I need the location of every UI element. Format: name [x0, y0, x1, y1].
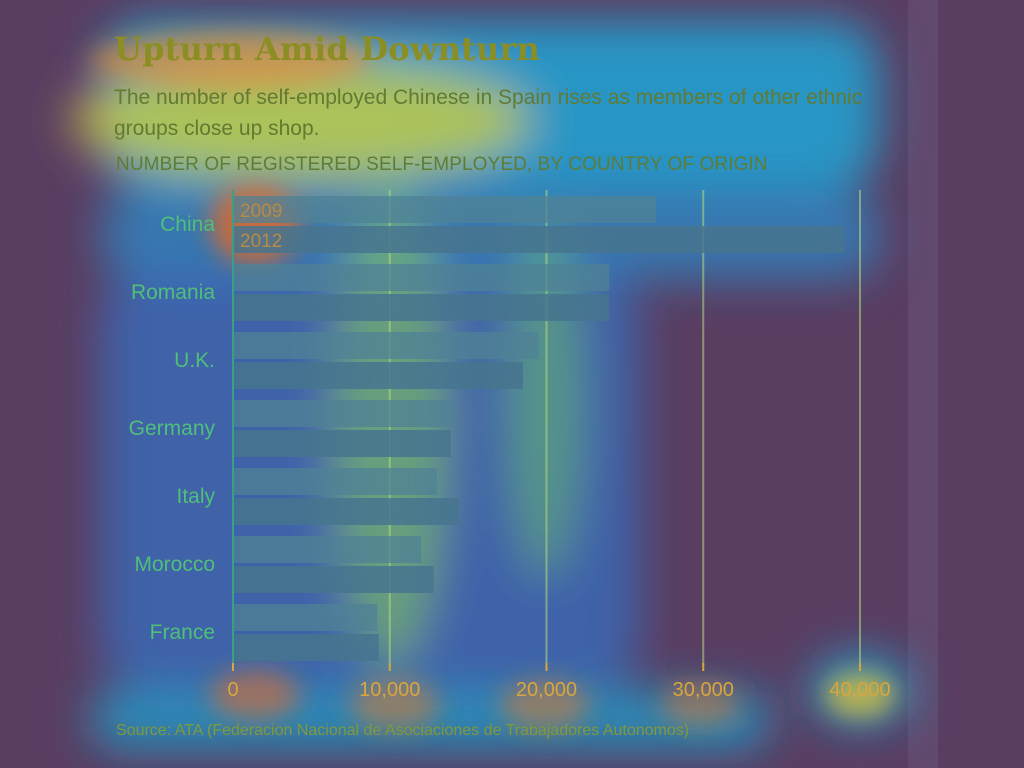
bar-2009 — [233, 400, 453, 427]
category-label: China — [160, 213, 215, 236]
category-label: U.K. — [174, 349, 215, 372]
legend-label-2009: 2009 — [240, 201, 282, 222]
x-tick-label: 20,000 — [516, 679, 577, 701]
bar-2012 — [233, 294, 610, 321]
right-edge-strip — [908, 0, 938, 768]
bar-2009 — [233, 332, 539, 359]
category-label: Morocco — [134, 553, 215, 576]
bar-2012 — [233, 362, 523, 389]
bar-2009 — [233, 468, 437, 495]
source-note: Source: ATA (Federacion Nacional de Asoc… — [116, 722, 690, 739]
bar-2009 — [233, 604, 378, 631]
bar-2012 — [233, 566, 434, 593]
bar-2009 — [233, 196, 657, 223]
x-tick-label: 0 — [227, 679, 238, 701]
category-label: Germany — [129, 417, 216, 440]
x-tick-label: 10,000 — [359, 679, 420, 701]
x-tick-label: 30,000 — [673, 679, 734, 701]
bar-2009 — [233, 536, 422, 563]
bar-2012 — [233, 430, 451, 457]
bar-2012 — [233, 634, 379, 661]
category-label: Italy — [176, 485, 215, 508]
category-label: France — [150, 621, 215, 644]
chart-title: Upturn Amid Downturn — [114, 30, 541, 68]
axis-caption: NUMBER OF REGISTERED SELF-EMPLOYED, BY C… — [116, 154, 768, 175]
bar-2009 — [233, 264, 610, 291]
x-tick-label: 40,000 — [829, 679, 890, 701]
chart-subtitle: The number of self-employed Chinese in S… — [114, 86, 863, 140]
category-label: Romania — [131, 281, 215, 304]
bar-2012 — [233, 498, 459, 525]
bar-2012 — [233, 226, 845, 253]
legend-label-2012: 2012 — [240, 231, 282, 252]
